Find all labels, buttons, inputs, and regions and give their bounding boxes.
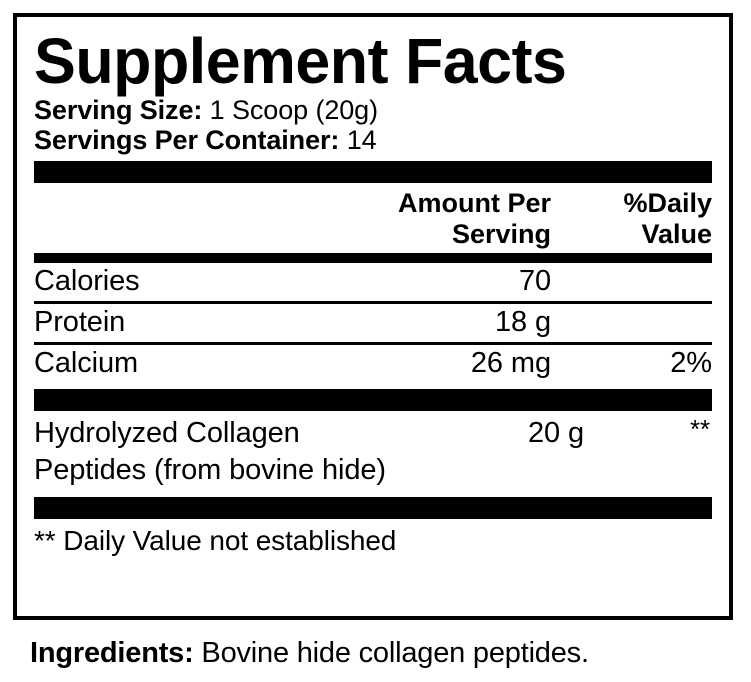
nutrient-name: Calcium [34, 347, 139, 379]
row-divider [34, 342, 712, 345]
daily-value-header: %Daily Value [557, 188, 712, 250]
panel-inner: Supplement Facts Serving Size: 1 Scoop (… [17, 29, 729, 628]
serving-size-line: Serving Size: 1 Scoop (20g) [34, 95, 712, 125]
blend-name-line1: Hydrolyzed Collagen [34, 417, 300, 449]
nutrient-amount: 18 g [494, 306, 551, 338]
nutrient-amount: 26 mg [470, 347, 551, 379]
ingredients-value: Bovine hide collagen peptides. [201, 637, 589, 669]
nutrient-name: Calories [34, 265, 140, 297]
row-divider [34, 301, 712, 304]
serving-size-value: 1 Scoop (20g) [209, 95, 378, 125]
servings-per-container-label: Servings Per Container: [34, 125, 340, 155]
ingredients-label: Ingredients: [30, 637, 194, 669]
column-headers-row: Amount Per Serving %Daily Value [34, 183, 712, 253]
rule-thick-above-blend [34, 389, 712, 411]
nutrient-daily-value: 2% [670, 347, 712, 379]
table-row: Calcium 26 mg 2% [34, 345, 712, 383]
rule-thick-below-blend [34, 497, 712, 519]
blend-daily-value: ** [689, 414, 710, 444]
footnote-text: ** Daily Value not established [34, 525, 397, 556]
servings-per-container-line: Servings Per Container: 14 [34, 125, 712, 155]
blend-name-line2: Peptides (from bovine hide) [34, 454, 386, 486]
rule-medium-below-headers [34, 253, 712, 263]
nutrient-amount: 70 [518, 265, 551, 297]
dv-header-line2: Value [641, 219, 712, 249]
table-row: ** 20 g Hydrolyzed Collagen Peptides (fr… [34, 411, 712, 491]
supplement-facts-panel: Supplement Facts Serving Size: 1 Scoop (… [13, 13, 733, 620]
amount-header-line2: Serving [451, 219, 551, 249]
blend-amount: 20 g [527, 417, 584, 449]
table-row: Protein 18 g [34, 304, 712, 342]
serving-size-label: Serving Size: [34, 95, 203, 125]
nutrient-name: Protein [34, 306, 126, 338]
table-row: Calories 70 [34, 263, 712, 301]
panel-title: Supplement Facts [34, 25, 567, 97]
ingredients-line: Ingredients: Bovine hide collagen peptid… [30, 636, 589, 670]
blend-name: Hydrolyzed Collagen Peptides (from bovin… [34, 415, 464, 489]
dv-header-line1: %Daily [623, 188, 712, 218]
servings-per-container-value: 14 [346, 125, 377, 155]
rule-thick-below-servings [34, 161, 712, 183]
amount-per-serving-header: Amount Per Serving [276, 188, 557, 250]
amount-header-line1: Amount Per [397, 188, 551, 218]
